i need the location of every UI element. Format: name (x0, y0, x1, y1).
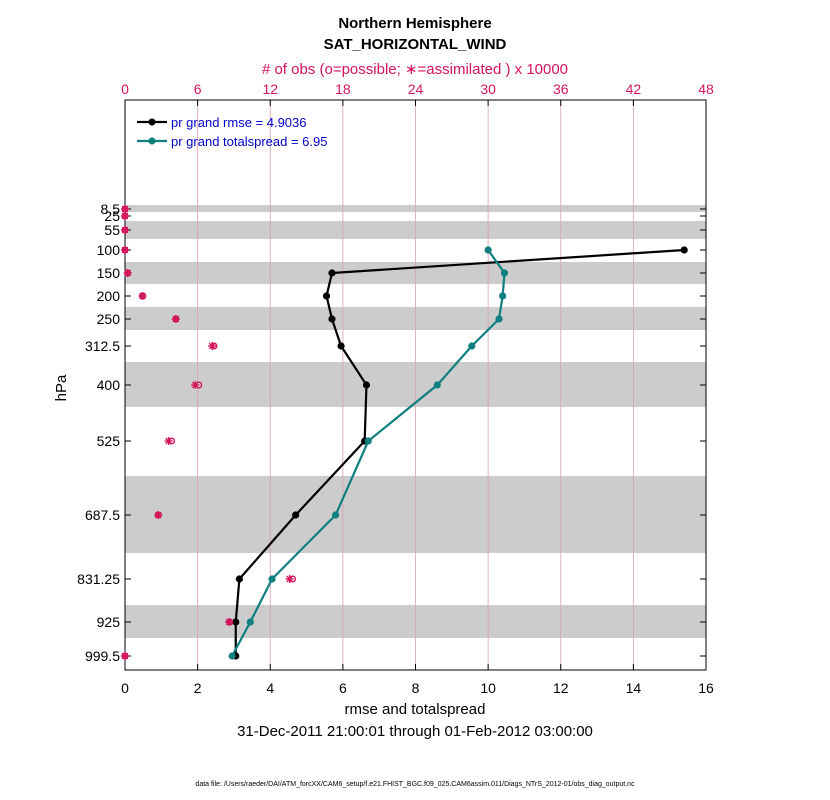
y-tick-label-250: 250 (97, 311, 121, 327)
y-tick-label-687.5: 687.5 (85, 507, 120, 523)
obs-assimilated-150 (123, 269, 132, 277)
series-1-point-3 (495, 315, 503, 323)
y-tick-label-100: 100 (97, 242, 121, 258)
axis-ticks: 0 2 4 6 8 10 12 14 160 6 12 18 24 30 36 42 488.525551001… (77, 81, 714, 696)
series-1-point-1 (500, 269, 509, 277)
obs-star-stroke-3 (154, 511, 162, 519)
obs-star-stroke-3 (139, 292, 146, 300)
y-tick-label-999.5: 999.5 (85, 648, 120, 664)
series-1-point-5 (433, 381, 441, 389)
data-file-footnote: data file: /Users/raeder/DAI/ATM_forcXX/… (195, 781, 635, 788)
obs-assimilated-925 (225, 618, 234, 626)
y-tick-label-831.25: 831.25 (77, 571, 120, 587)
top-tick-label-24: 24 (408, 81, 424, 97)
top-tick-label-12: 12 (262, 81, 278, 97)
obs-assimilated-999.5 (121, 652, 129, 660)
top-tick-label-6: 6 (194, 81, 202, 97)
obs-assimilated-400 (191, 381, 200, 389)
legend: pr grand rmse = 4.9036 pr grand totalspr… (137, 115, 327, 149)
obs-star-stroke-3 (121, 226, 129, 234)
series-1-point-10 (228, 652, 236, 660)
x-tick-label-6: 6 (339, 680, 347, 696)
x-tick-label-16: 16 (698, 680, 714, 696)
series-0-point-7 (292, 511, 300, 519)
y-tick-label-150: 150 (97, 265, 121, 281)
x-tick-label-14: 14 (626, 680, 642, 696)
obs-star-stroke-3 (225, 618, 233, 626)
x-tick-label-8: 8 (412, 680, 420, 696)
top-tick-label-42: 42 (626, 81, 642, 97)
legend-spread-label: pr grand totalspread = 6.95 (171, 134, 327, 149)
legend-spread-marker (148, 137, 156, 145)
obs-star-stroke-3 (172, 315, 180, 323)
obs-star-stroke-3 (121, 652, 129, 660)
series-1-point-6 (364, 437, 372, 445)
obs-assimilated-250 (171, 315, 180, 323)
y-tick-label-8.5: 8.5 (101, 201, 121, 217)
series-0-point-4 (337, 342, 345, 350)
chart-title: Northern Hemisphere (338, 15, 491, 32)
series-1-point-8 (268, 575, 276, 583)
obs-assimilated-8.5 (121, 205, 129, 213)
top-tick-label-0: 0 (121, 81, 129, 97)
obs-assimilated-25 (121, 212, 129, 220)
y-tick-label-525: 525 (97, 433, 121, 449)
y-tick-label-400: 400 (97, 377, 121, 393)
x-tick-label-0: 0 (121, 680, 129, 696)
obs-star-stroke-3 (208, 342, 216, 350)
y-tick-label-55: 55 (104, 222, 120, 238)
x-axis-label: rmse and totalspread (345, 701, 486, 718)
y-tick-label-25: 25 (104, 208, 120, 224)
top-tick-label-48: 48 (698, 81, 714, 97)
obs-assimilated-831.25 (285, 575, 294, 583)
obs-assimilated-200 (138, 292, 147, 300)
obs-assimilated-100 (121, 246, 129, 254)
x-tick-label-12: 12 (553, 680, 569, 696)
series-1-point-2 (499, 292, 507, 300)
x-tick-label-4: 4 (266, 680, 274, 696)
series-0-point-9 (232, 618, 240, 626)
obs-assimilated-55 (121, 226, 129, 234)
legend-rmse-marker (148, 118, 156, 126)
obs-star-stroke-3 (191, 381, 199, 389)
y-axis-label: hPa (53, 374, 70, 401)
top-tick-label-18: 18 (335, 81, 351, 97)
top-axis-label: # of obs (o=possible; ∗=assimilated ) x … (262, 61, 568, 78)
obs-star-stroke-3 (165, 437, 172, 445)
x-tick-label-2: 2 (194, 680, 202, 696)
top-tick-label-30: 30 (480, 81, 496, 97)
obs-assimilated-525 (164, 437, 173, 445)
y-tick-label-312.5: 312.5 (85, 338, 120, 354)
date-range: 31-Dec-2011 21:00:01 through 01-Feb-2012… (237, 723, 593, 740)
obs-assimilated-687.5 (154, 511, 163, 519)
series-1-point-4 (468, 342, 476, 350)
obs-star-stroke-3 (286, 575, 293, 583)
series-1-point-0 (484, 246, 492, 254)
series-1-point-9 (246, 618, 254, 626)
x-tick-label-10: 10 (480, 680, 496, 696)
top-tick-label-36: 36 (553, 81, 569, 97)
legend-rmse-label: pr grand rmse = 4.9036 (171, 115, 307, 130)
obs-count-markers (121, 205, 297, 660)
obs-star-stroke-3 (121, 246, 129, 254)
obs-star-stroke-3 (121, 212, 129, 220)
series-0-point-1 (328, 269, 336, 277)
data-series (228, 246, 688, 660)
series-0-point-3 (328, 315, 336, 323)
series-0-point-0 (680, 246, 688, 254)
y-tick-label-925: 925 (97, 614, 121, 630)
obs-star-stroke-3 (124, 269, 131, 277)
series-0-point-2 (322, 292, 331, 300)
y-tick-label-200: 200 (97, 288, 121, 304)
obs-assimilated-312.5 (208, 342, 217, 350)
chart-subtitle: SAT_HORIZONTAL_WIND (324, 36, 507, 53)
obs-star-stroke-3 (121, 205, 129, 213)
series-0-point-5 (362, 381, 371, 389)
series-1-point-7 (332, 511, 340, 519)
series-0-point-8 (235, 575, 243, 583)
